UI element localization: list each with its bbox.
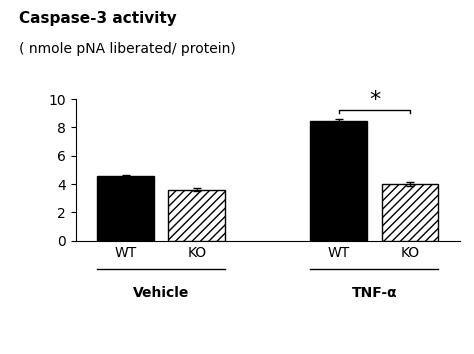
Text: *: *	[369, 90, 380, 110]
Text: TNF-α: TNF-α	[352, 286, 397, 300]
Text: ( nmole pNA liberated/ protein): ( nmole pNA liberated/ protein)	[19, 42, 236, 57]
Bar	[168, 190, 225, 241]
Bar	[382, 184, 438, 241]
Text: Vehicle: Vehicle	[133, 286, 189, 300]
Bar	[97, 176, 154, 241]
Bar	[310, 121, 367, 241]
Text: Caspase-3 activity: Caspase-3 activity	[19, 11, 177, 25]
